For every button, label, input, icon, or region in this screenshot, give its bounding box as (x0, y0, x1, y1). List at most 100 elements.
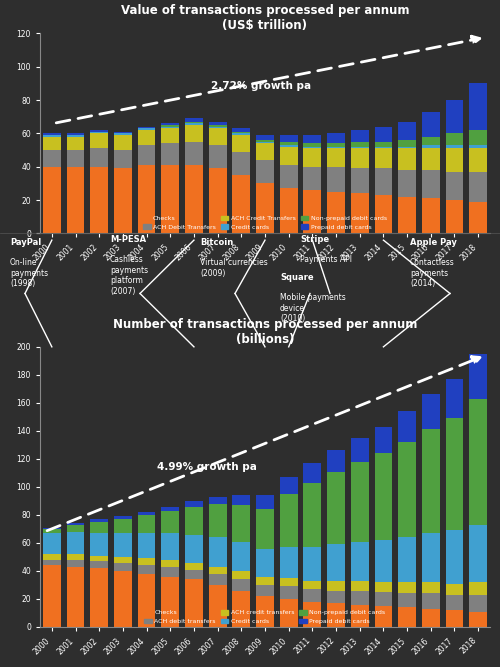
Text: 2.72% growth pa: 2.72% growth pa (211, 81, 311, 91)
Text: M-PESA: M-PESA (110, 235, 146, 244)
Bar (470, 525, 487, 582)
Bar (351, 581, 368, 590)
Bar (185, 118, 203, 121)
Bar (327, 192, 345, 233)
Bar (280, 578, 297, 586)
Bar (138, 515, 156, 533)
Bar (351, 590, 368, 604)
Bar (232, 496, 250, 505)
Bar (374, 427, 392, 454)
Bar (185, 506, 203, 534)
Bar (208, 538, 226, 567)
Bar (138, 145, 156, 165)
Bar (446, 584, 464, 595)
Bar (66, 525, 84, 532)
Bar (208, 125, 226, 127)
Bar (470, 172, 487, 201)
Bar (208, 574, 226, 585)
Bar (43, 529, 60, 533)
Bar (446, 595, 464, 610)
Bar (446, 530, 464, 584)
Bar (374, 540, 392, 582)
Bar (66, 133, 84, 135)
Bar (351, 604, 368, 627)
Bar (446, 149, 464, 172)
Bar (90, 167, 108, 233)
Bar (304, 167, 321, 190)
Bar (162, 125, 179, 127)
Bar (304, 135, 321, 143)
Bar (470, 201, 487, 233)
Bar (327, 603, 345, 627)
Bar (398, 197, 416, 233)
Bar (446, 172, 464, 200)
Bar (374, 582, 392, 592)
Bar (66, 167, 84, 233)
Bar (138, 566, 156, 574)
Bar (398, 594, 416, 608)
Bar (162, 128, 179, 143)
Bar (90, 132, 108, 133)
Bar (304, 581, 321, 589)
Bar (43, 528, 60, 529)
Bar (446, 610, 464, 627)
Bar (66, 560, 84, 567)
Bar (398, 608, 416, 627)
Bar (66, 135, 84, 137)
Bar (43, 560, 60, 566)
Bar (470, 595, 487, 612)
Bar (304, 589, 321, 602)
Bar (138, 127, 156, 129)
Bar (374, 592, 392, 606)
Bar (162, 567, 179, 576)
Bar (185, 141, 203, 165)
Bar (280, 189, 297, 233)
Bar (256, 496, 274, 510)
Bar (43, 137, 60, 150)
Bar (256, 576, 274, 585)
Bar (138, 558, 156, 566)
Bar (304, 602, 321, 627)
Bar (90, 133, 108, 149)
Bar (327, 147, 345, 149)
Bar (374, 454, 392, 540)
Bar (232, 132, 250, 133)
Bar (185, 121, 203, 123)
Bar (470, 582, 487, 595)
Bar (43, 133, 60, 135)
Legend: Checks, ACH Debit Transfers, ACH Credit Transfers, Credit cards, Non-prepaid deb: Checks, ACH Debit Transfers, ACH Credit … (140, 213, 390, 232)
Bar (398, 538, 416, 582)
Bar (470, 145, 487, 149)
Bar (422, 149, 440, 170)
Bar (398, 170, 416, 197)
Bar (43, 554, 60, 560)
Bar (114, 150, 132, 169)
Bar (351, 130, 368, 141)
Bar (232, 542, 250, 571)
Bar (398, 122, 416, 140)
Bar (208, 504, 226, 538)
Bar (232, 505, 250, 542)
Bar (114, 571, 132, 627)
Bar (185, 125, 203, 141)
Text: Contactless
payments
(2014): Contactless payments (2014) (410, 258, 455, 288)
Legend: Checks, ACH debit transfers, ACH credit transfers, Credit cards, Non-prepaid deb: Checks, ACH debit transfers, ACH credit … (142, 608, 388, 627)
Bar (90, 519, 108, 522)
Bar (327, 581, 345, 590)
Bar (185, 562, 203, 570)
Bar (470, 399, 487, 525)
Bar (446, 418, 464, 530)
Text: Mobile payments
device
(2010): Mobile payments device (2010) (280, 293, 346, 323)
Bar (422, 199, 440, 233)
Bar (138, 130, 156, 145)
Bar (256, 141, 274, 143)
Bar (66, 137, 84, 150)
Bar (138, 533, 156, 558)
Bar (351, 193, 368, 233)
Bar (114, 132, 132, 133)
Bar (351, 147, 368, 149)
Bar (162, 511, 179, 533)
Bar (327, 450, 345, 472)
Title: Value of transactions processed per annum
(US$ trillion): Value of transactions processed per annu… (121, 4, 409, 32)
Bar (114, 562, 132, 571)
